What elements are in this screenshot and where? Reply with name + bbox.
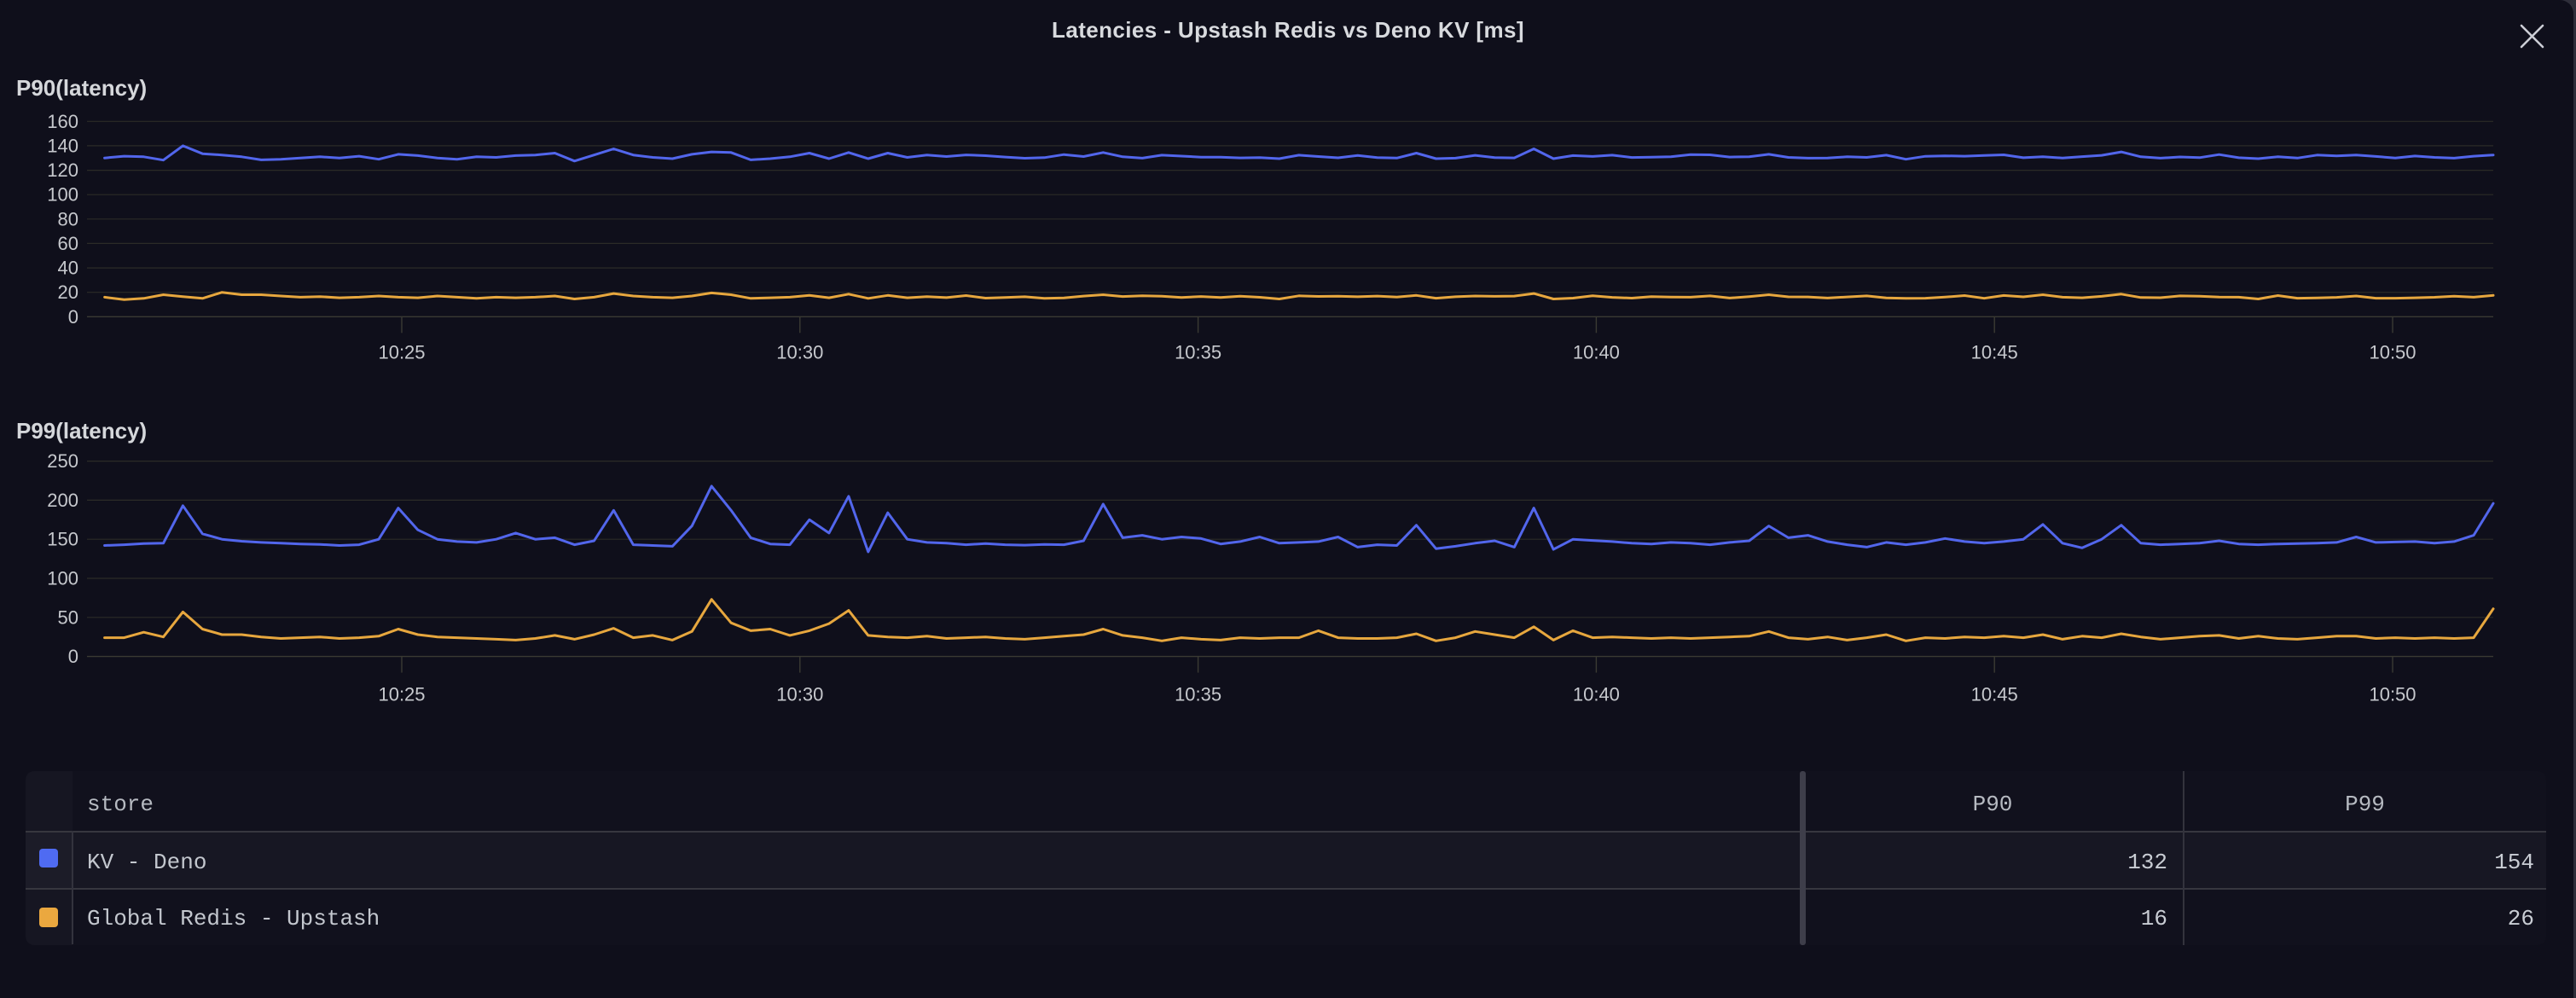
svg-text:150: 150 [47, 529, 78, 550]
svg-text:50: 50 [58, 606, 78, 628]
svg-text:160: 160 [47, 111, 78, 132]
svg-text:10:40: 10:40 [1573, 684, 1620, 705]
svg-text:100: 100 [47, 184, 78, 206]
svg-text:40: 40 [58, 258, 78, 279]
svg-text:10:25: 10:25 [378, 341, 425, 363]
svg-text:200: 200 [47, 490, 78, 511]
svg-text:120: 120 [47, 160, 78, 181]
svg-text:10:25: 10:25 [378, 684, 425, 705]
svg-text:10:30: 10:30 [776, 341, 823, 363]
svg-text:140: 140 [47, 135, 78, 156]
svg-text:100: 100 [47, 568, 78, 589]
svg-text:10:45: 10:45 [1971, 341, 2018, 363]
svg-text:10:30: 10:30 [776, 684, 823, 705]
svg-text:20: 20 [58, 281, 78, 303]
svg-text:250: 250 [47, 450, 78, 472]
svg-text:10:35: 10:35 [1175, 341, 1221, 363]
svg-text:10:40: 10:40 [1573, 341, 1620, 363]
svg-text:10:45: 10:45 [1971, 684, 2018, 705]
svg-text:0: 0 [68, 306, 78, 328]
svg-text:10:50: 10:50 [2369, 341, 2416, 363]
svg-text:10:35: 10:35 [1175, 684, 1221, 705]
svg-text:10:50: 10:50 [2369, 684, 2416, 705]
svg-text:60: 60 [58, 233, 78, 254]
svg-text:80: 80 [58, 208, 78, 229]
svg-text:0: 0 [68, 646, 78, 667]
